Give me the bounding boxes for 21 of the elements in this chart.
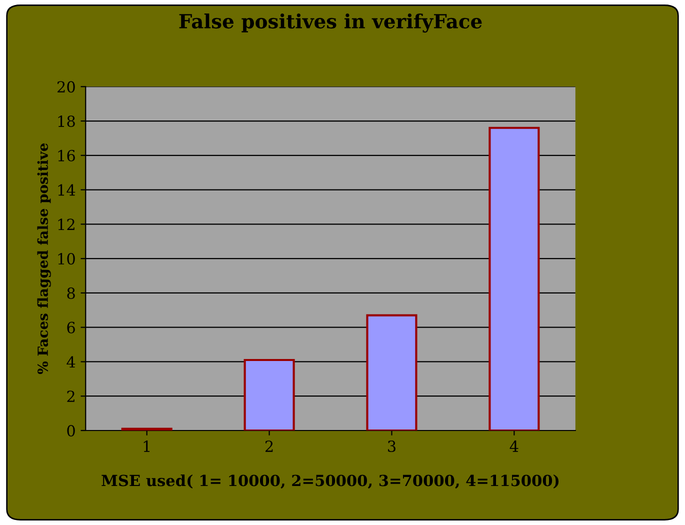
y-tick-label: 0 [67,424,75,437]
bar [244,358,295,430]
y-axis-title: % Faces flagged false positive [37,143,51,374]
bar [366,314,418,430]
y-tick-label: 6 [67,322,75,334]
y-tick-label: 10 [58,253,75,265]
y-tick-label: 16 [58,150,75,162]
bar [488,126,540,430]
y-tick-label: 18 [58,115,75,128]
x-tick-label: 2 [265,440,273,452]
x-tick-label: 1 [144,440,150,452]
x-tick-label: 4 [510,440,518,452]
y-tick-label: 14 [58,184,76,196]
y-tick-label: 12 [58,218,74,230]
y-tick-label: 8 [67,287,75,299]
chart-title: False positives in verifyFace [179,14,482,33]
x-axis-title: MSE used( 1= 10000, 2=50000, 3=70000, 4=115000) [102,474,559,489]
y-tick-label: 2 [67,390,74,402]
y-tick-label: 20 [58,81,75,93]
y-tick-label: 4 [66,356,76,368]
x-tick-label: 3 [388,440,396,452]
